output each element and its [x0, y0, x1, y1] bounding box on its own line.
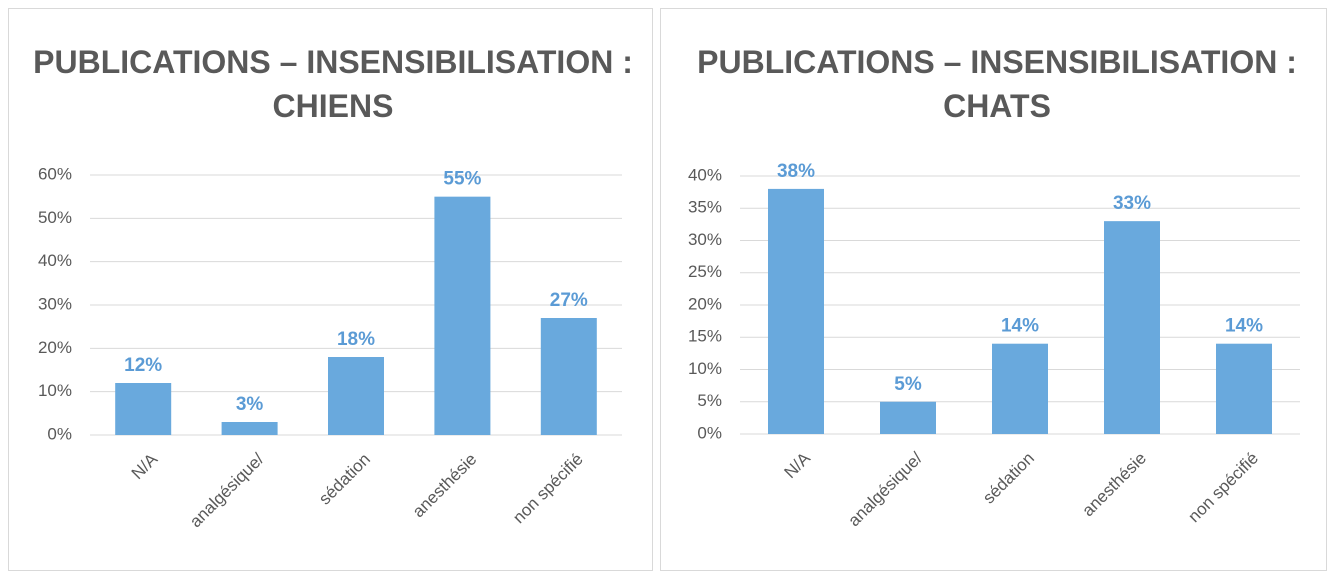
panel-border [8, 8, 653, 571]
y-tick-label: 5% [697, 391, 722, 410]
x-tick-label: non spécifié [1184, 449, 1262, 527]
data-label: 12% [124, 355, 162, 376]
y-tick-label: 10% [38, 381, 72, 400]
data-label: 3% [236, 394, 264, 415]
x-tick-label: analgésique/ [186, 449, 268, 531]
bar [992, 343, 1048, 434]
y-tick-label: 40% [38, 251, 72, 270]
data-label: 55% [443, 169, 481, 190]
bar [768, 188, 824, 434]
bar [1104, 221, 1160, 434]
y-tick-label: 15% [688, 327, 722, 346]
data-label: 14% [1001, 316, 1039, 337]
chart-title: PUBLICATIONS – INSENSIBILISATION : CHIEN… [33, 44, 633, 124]
data-label: 5% [894, 374, 922, 395]
y-tick-label: 0% [697, 423, 722, 442]
y-tick-label: 20% [38, 338, 72, 357]
y-tick-label: 25% [688, 262, 722, 281]
data-label: 38% [777, 161, 815, 182]
data-label: 27% [550, 290, 588, 311]
bar [328, 357, 384, 435]
panel-border [660, 8, 1327, 571]
bar [1216, 343, 1272, 434]
x-tick-label: sédation [315, 450, 374, 509]
bar [115, 383, 172, 435]
data-label: 18% [337, 329, 375, 350]
x-tick-label: analgésique/ [844, 448, 926, 530]
bar [540, 318, 597, 435]
x-tick-label: non spécifié [509, 450, 587, 528]
y-tick-label: 50% [38, 208, 72, 227]
bar [434, 196, 491, 435]
y-tick-label: 35% [688, 198, 722, 217]
chart-title: PUBLICATIONS – INSENSIBILISATION : CHATS [697, 44, 1297, 124]
x-tick-label: N/A [128, 449, 162, 483]
x-tick-label: anesthésie [409, 450, 481, 522]
y-tick-label: 30% [688, 230, 722, 249]
data-label: 14% [1225, 316, 1263, 337]
y-tick-label: 20% [688, 294, 722, 313]
x-tick-label: anesthésie [1078, 449, 1150, 521]
x-tick-label: sédation [979, 449, 1038, 508]
y-tick-label: 30% [38, 294, 72, 313]
bar [880, 401, 936, 434]
data-label: 33% [1113, 193, 1151, 214]
y-tick-label: 10% [688, 359, 722, 378]
y-tick-label: 60% [38, 164, 72, 183]
y-tick-label: 0% [47, 424, 72, 443]
y-tick-label: 40% [688, 165, 722, 184]
bar [221, 422, 278, 435]
x-tick-label: N/A [781, 448, 815, 482]
